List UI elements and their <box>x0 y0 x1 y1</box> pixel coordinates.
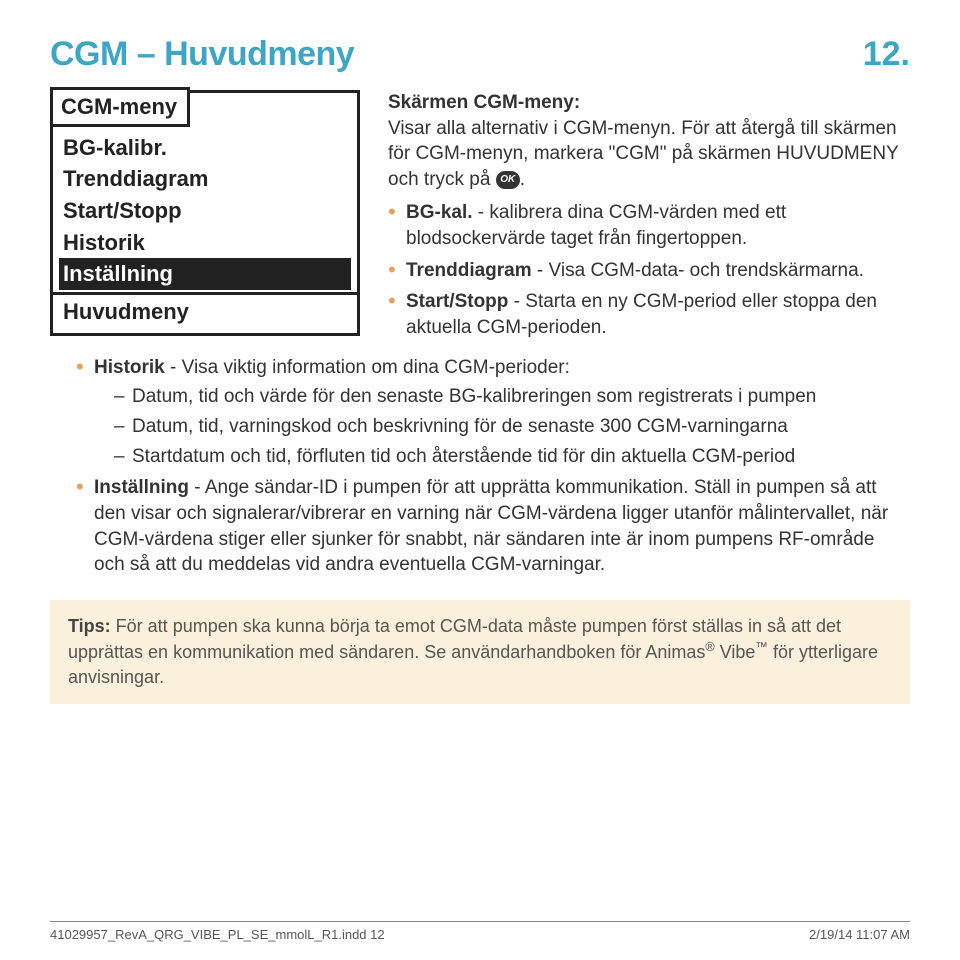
device-screen-wrapper: CGM-meny BG-kalibr. Trenddiagram Start/S… <box>50 90 360 347</box>
device-footer-label: Huvudmeny <box>53 292 357 329</box>
bullet-label: Historik <box>94 357 165 378</box>
tip-product: Vibe <box>715 642 756 662</box>
bullet-label: Start/Stopp <box>406 291 508 312</box>
tip-label: Tips: <box>68 616 111 636</box>
ok-icon: OK <box>496 171 520 189</box>
device-tab-label: CGM-meny <box>50 87 190 127</box>
bullet-label: Trenddiagram <box>406 260 532 281</box>
page-number: 12. <box>863 32 910 78</box>
device-menu-item: Start/Stopp <box>63 195 347 227</box>
intro-tail: . <box>520 169 525 190</box>
device-menu-list: BG-kalibr. Trenddiagram Start/Stopp Hist… <box>53 130 357 292</box>
device-menu-item: BG-kalibr. <box>63 132 347 164</box>
footer-timestamp: 2/19/14 11:07 AM <box>809 926 910 944</box>
trademark-mark: ™ <box>755 640 768 654</box>
device-menu-item-selected: Inställning <box>59 258 351 290</box>
bullet-text: - Visa viktig information om dina CGM-pe… <box>165 357 570 378</box>
bullet-startstopp: Start/Stopp - Starta en ny CGM-period el… <box>388 289 910 340</box>
bullet-label: BG-kal. <box>406 202 473 223</box>
section-subhead: Skärmen CGM-meny: <box>388 90 910 116</box>
registered-mark: ® <box>705 640 714 654</box>
bullet-historik: Historik - Visa viktig information om di… <box>76 355 910 470</box>
page-footer: 41029957_RevA_QRG_VIBE_PL_SE_mmolL_R1.in… <box>50 921 910 944</box>
intro-paragraph: Visar alla alternativ i CGM-menyn. För a… <box>388 116 910 193</box>
device-menu-item: Trenddiagram <box>63 163 347 195</box>
bullet-trenddiagram: Trenddiagram - Visa CGM-data- och trends… <box>388 258 910 284</box>
bullet-text: - Ange sändar-ID i pumpen för att upprät… <box>94 477 888 575</box>
historik-item: Datum, tid, varningskod och beskrivning … <box>114 414 910 440</box>
page-title: CGM – Huvudmeny <box>50 32 354 78</box>
bullet-installning: Inställning - Ange sändar-ID i pumpen fö… <box>76 475 910 578</box>
bullet-bgkal: BG-kal. - kalibrera dina CGM-värden med … <box>388 200 910 251</box>
full-width-bullet-list: Historik - Visa viktig information om di… <box>76 355 910 578</box>
historik-item: Datum, tid och värde för den senaste BG-… <box>114 384 910 410</box>
tip-box: Tips: För att pumpen ska kunna börja ta … <box>50 600 910 705</box>
device-menu-item: Historik <box>63 227 347 259</box>
right-bullet-list: BG-kal. - kalibrera dina CGM-värden med … <box>388 200 910 340</box>
upper-content-row: CGM-meny BG-kalibr. Trenddiagram Start/S… <box>50 90 910 347</box>
footer-filename: 41029957_RevA_QRG_VIBE_PL_SE_mmolL_R1.in… <box>50 926 385 944</box>
bullet-text: - Visa CGM-data- och trendskärmarna. <box>532 260 864 281</box>
header-row: CGM – Huvudmeny 12. <box>50 32 910 78</box>
historik-item: Startdatum och tid, förfluten tid och åt… <box>114 444 910 470</box>
intro-text: Visar alla alternativ i CGM-menyn. För a… <box>388 118 898 190</box>
bullet-label: Inställning <box>94 477 189 498</box>
historik-sublist: Datum, tid och värde för den senaste BG-… <box>94 384 910 469</box>
right-column: Skärmen CGM-meny: Visar alla alternativ … <box>388 90 910 347</box>
device-screen: CGM-meny BG-kalibr. Trenddiagram Start/S… <box>50 90 360 336</box>
